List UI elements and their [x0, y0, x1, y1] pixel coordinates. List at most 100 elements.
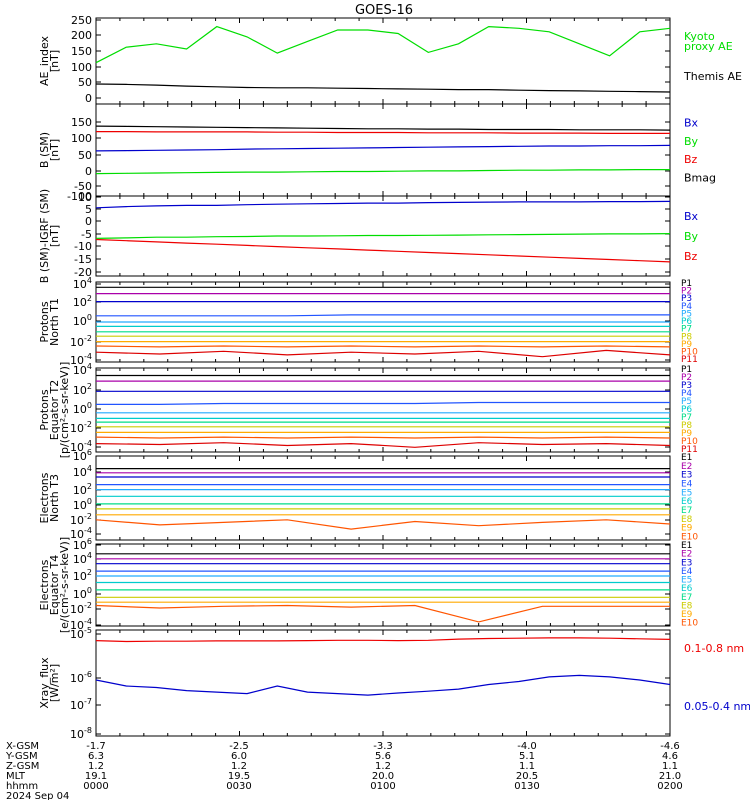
- channel-label: P5: [681, 309, 692, 319]
- y-axis-label: B (SM)-IGRF (SM): [38, 189, 51, 283]
- series-line-p4: [96, 314, 670, 317]
- channel-label: P3: [681, 294, 692, 304]
- footer-value: 0000: [83, 781, 108, 792]
- footer-value: 1.1: [519, 761, 535, 772]
- channel-label: P8: [681, 421, 692, 431]
- y-tick-label: 10-5: [70, 626, 92, 641]
- y-tick-label: 106: [73, 448, 92, 463]
- legend-label: Bz: [684, 153, 698, 166]
- y-tick-label: -10: [74, 240, 92, 253]
- panel-xray: 10-5 10-6 10-7 10-8 Xray_flux[W/m²] 0.1-0.8 n…: [38, 626, 750, 741]
- channel-label: E8: [681, 601, 693, 611]
- channel-label: E7: [681, 593, 692, 603]
- y-tick-label: 10-2: [70, 334, 92, 349]
- channel-label: E2: [681, 462, 692, 472]
- channel-label: E5: [681, 488, 692, 498]
- footer-value: -4.0: [517, 741, 537, 752]
- footer-value: -2.5: [229, 741, 249, 752]
- channel-label: E10: [681, 619, 698, 629]
- channel-label: P2: [681, 373, 692, 383]
- y-tick-label: 104: [73, 362, 92, 377]
- footer-date: 2024 Sep 04: [6, 791, 69, 800]
- y-axis-label: Electrons: [38, 472, 51, 523]
- y-tick-label: 10-2: [70, 601, 92, 616]
- series-line-bx: [95, 144, 671, 152]
- y-tick-label: 10-8: [70, 726, 92, 741]
- footer-value: 19.1: [85, 771, 107, 782]
- y-tick-label: 10-4: [70, 352, 92, 367]
- y-axis-label: North T3: [48, 474, 61, 522]
- footer-value: 20.5: [516, 771, 538, 782]
- channel-label: E2: [681, 550, 692, 560]
- y-tick-label: 10-4: [70, 617, 92, 632]
- series-line-themis-ae: [95, 83, 671, 93]
- y-tick-label: 10-4: [70, 526, 92, 541]
- y-tick-label: -100: [67, 190, 92, 203]
- series-line-bz: [96, 131, 670, 134]
- channel-label: E3: [681, 558, 692, 568]
- y-tick-label: 104: [73, 464, 92, 479]
- footer-value: 0130: [514, 781, 539, 792]
- channel-label: E5: [681, 576, 692, 586]
- channel-label: E4: [681, 567, 693, 577]
- y-axis-label: B (SM): [38, 132, 51, 168]
- series-line-0-05-0-4-nm: [95, 674, 671, 696]
- y-tick-label: 100: [71, 61, 92, 74]
- y-axis-label: Protons: [38, 389, 51, 430]
- channel-label: P1: [681, 279, 692, 289]
- y-tick-label: 0: [85, 215, 92, 228]
- channel-label: E10: [681, 533, 698, 543]
- channel-label: P3: [681, 381, 692, 391]
- footer-value: 1.2: [375, 761, 391, 772]
- footer-value: 19.5: [228, 771, 250, 782]
- legend-label: 0.1-0.8 nm: [684, 642, 744, 655]
- series-line-kyoto-proxy-ae: [95, 25, 671, 64]
- footer-row-label: MLT: [6, 771, 26, 782]
- y-axis-label: [nT]: [48, 225, 61, 247]
- footer-value: 4.6: [662, 751, 678, 762]
- series-line-bmag: [95, 125, 671, 131]
- channel-label: P4: [681, 389, 692, 399]
- legend-label: Bmag: [684, 172, 716, 185]
- series-line-p11: [95, 442, 671, 448]
- channel-label: E4: [681, 480, 693, 490]
- y-axis-label: North T1: [48, 298, 61, 346]
- y-tick-label: 106: [73, 537, 92, 552]
- channel-label: P6: [681, 317, 692, 327]
- plot-title: GOES-16: [355, 3, 413, 18]
- channel-label: P11: [681, 355, 698, 365]
- series-line-e10: [95, 519, 671, 530]
- y-tick-label: 10-6: [70, 670, 92, 685]
- y-tick-label: 10-4: [70, 439, 92, 454]
- channel-label: E7: [681, 506, 692, 516]
- channel-label: E1: [681, 541, 692, 551]
- footer-value: 5.1: [519, 751, 535, 762]
- y-axis-label: Protons: [38, 301, 51, 342]
- footer-row-label: Z-GSM: [6, 761, 39, 772]
- channel-label: P10: [681, 348, 698, 358]
- y-tick-label: 104: [73, 276, 92, 291]
- y-axis-label: [nT]: [48, 139, 61, 161]
- footer-value: 6.3: [88, 751, 104, 762]
- channel-label: P10: [681, 437, 698, 447]
- footer-value: 1.2: [88, 761, 104, 772]
- y-tick-label: 100: [73, 313, 92, 328]
- channel-label: E9: [681, 524, 693, 534]
- channel-label: P7: [681, 325, 692, 335]
- legend-label: Bx: [684, 116, 699, 129]
- legend-label: By: [684, 135, 699, 148]
- y-tick-label: 0: [85, 92, 92, 105]
- series-line-0-1-0-8-nm: [95, 637, 671, 643]
- y-tick-label: 150: [71, 45, 92, 58]
- y-tick-label: 102: [73, 482, 92, 497]
- footer-value: 0100: [370, 781, 395, 792]
- channel-label: P9: [681, 429, 692, 439]
- channel-label: P8: [681, 332, 692, 342]
- footer-value: -1.7: [86, 741, 106, 752]
- footer-value: -4.6: [660, 741, 680, 752]
- series-line-bz: [95, 238, 671, 263]
